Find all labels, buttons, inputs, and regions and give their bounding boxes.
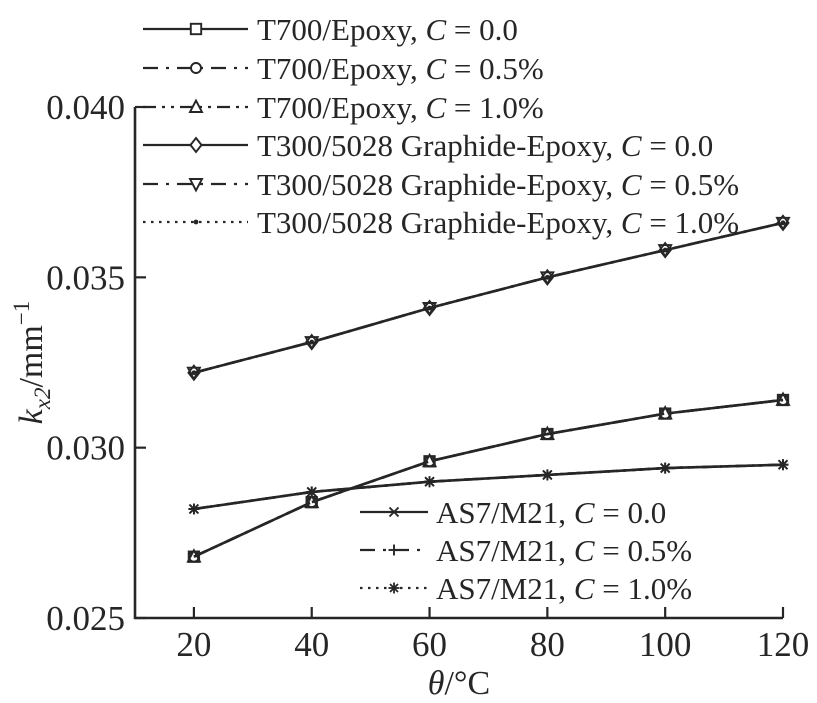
y-tick-label: 0.035 xyxy=(46,258,125,297)
asterisk-marker xyxy=(189,504,199,514)
dot-marker xyxy=(662,247,668,253)
legend-entry: T700/Epoxy, C = 1.0% xyxy=(143,90,544,125)
asterisk-marker xyxy=(660,463,670,473)
legend-label: AS7/M21, C = 0.5% xyxy=(436,533,692,568)
triangle-up-icon xyxy=(188,98,204,113)
dot-marker xyxy=(780,220,786,226)
triangle-down-marker xyxy=(539,271,555,286)
x-tick-label: 60 xyxy=(412,625,447,664)
asterisk-icon xyxy=(389,583,399,593)
legend-label: T700/Epoxy, C = 1.0% xyxy=(257,90,544,125)
triangle-up-marker xyxy=(304,493,320,509)
triangle-up-marker xyxy=(657,405,673,420)
series-2 xyxy=(186,391,791,563)
triangle-down-marker xyxy=(186,366,202,382)
triangle-up-marker xyxy=(775,391,791,406)
legend-label: T300/5028 Graphide-Epoxy, C = 0.5% xyxy=(257,167,739,202)
y-tick-label: 0.040 xyxy=(46,88,125,127)
legend-entry: AS7/M21, C = 0.0 xyxy=(360,495,666,530)
asterisk-marker xyxy=(778,460,788,470)
series-line xyxy=(193,221,784,374)
asterisk-marker xyxy=(542,470,553,480)
series-5 xyxy=(191,220,786,376)
x-tick-label: 20 xyxy=(176,625,211,664)
triangle-up-marker xyxy=(539,425,555,440)
triangle-up-marker xyxy=(421,452,438,468)
legend-entry: T700/Epoxy, C = 0.5% xyxy=(143,51,544,86)
legend-entry: T700/Epoxy, C = 0.0 xyxy=(143,12,518,47)
legend-entry: T300/5028 Graphide-Epoxy, C = 0.5% xyxy=(143,167,739,202)
x-tick-label: 100 xyxy=(639,625,692,664)
x-tick-label: 40 xyxy=(294,625,329,664)
legend-entry: T300/5028 Graphide-Epoxy, C = 1.0% xyxy=(143,205,739,240)
legend-label: T700/Epoxy, C = 0.0 xyxy=(257,12,518,47)
series-3 xyxy=(187,214,790,382)
legend-upper: T700/Epoxy, C = 0.0 T700/Epoxy, C = 0.5% T… xyxy=(143,12,739,240)
y-tick-label: 0.025 xyxy=(46,599,125,638)
y-axis-title: kx2/mm−1 xyxy=(9,301,55,425)
legend-entry: T300/5028 Graphide-Epoxy, C = 0.0 xyxy=(143,128,713,163)
asterisk-marker xyxy=(424,477,435,487)
series-line xyxy=(193,463,784,511)
x-icon xyxy=(388,506,400,518)
diamond-icon xyxy=(189,136,203,154)
x-tick-label: 120 xyxy=(757,625,810,664)
x-axis-title: θ/°C xyxy=(428,665,490,702)
circle-icon xyxy=(190,62,202,74)
triangle-down-marker xyxy=(304,336,320,351)
legend-label: T700/Epoxy, C = 0.5% xyxy=(257,51,544,86)
legend-label: T300/5028 Graphide-Epoxy, C = 1.0% xyxy=(257,205,739,240)
triangle-down-marker xyxy=(775,216,791,232)
triangle-down-marker xyxy=(657,244,673,259)
dot-marker xyxy=(309,339,315,345)
legend-entry: AS7/M21, C = 0.5% xyxy=(360,533,692,568)
square-icon xyxy=(189,22,203,36)
series-line xyxy=(193,398,784,558)
legend-label: T300/5028 Graphide-Epoxy, C = 0.0 xyxy=(257,128,713,163)
legend-label: AS7/M21, C = 1.0% xyxy=(436,571,692,606)
legend-label: AS7/M21, C = 0.0 xyxy=(436,495,666,530)
x-tick-label: 80 xyxy=(530,625,565,664)
dot-icon xyxy=(193,219,199,225)
series-line xyxy=(193,221,784,374)
triangle-up-marker xyxy=(186,548,202,563)
legend-entry: AS7/M21, C = 1.0% xyxy=(360,571,692,606)
dot-marker xyxy=(544,274,550,280)
triangle-down-icon xyxy=(188,178,204,193)
asterisk-marker xyxy=(307,487,317,497)
dot-marker xyxy=(191,370,197,376)
dot-marker xyxy=(427,305,432,311)
series-8 xyxy=(188,459,789,515)
y-tick-label: 0.030 xyxy=(46,429,125,468)
